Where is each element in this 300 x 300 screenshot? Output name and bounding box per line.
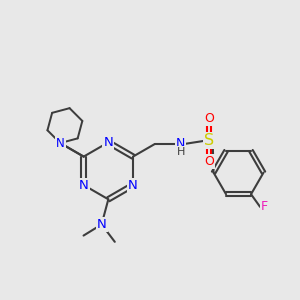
Text: N: N	[97, 218, 106, 231]
Text: N: N	[103, 136, 113, 149]
Text: N: N	[128, 178, 138, 192]
Text: S: S	[204, 133, 214, 148]
Text: O: O	[204, 155, 214, 168]
Text: O: O	[204, 112, 214, 125]
Text: N: N	[79, 178, 88, 192]
Text: H: H	[176, 147, 185, 157]
Text: F: F	[261, 200, 268, 213]
Text: N: N	[176, 136, 185, 150]
Text: N: N	[56, 136, 64, 150]
